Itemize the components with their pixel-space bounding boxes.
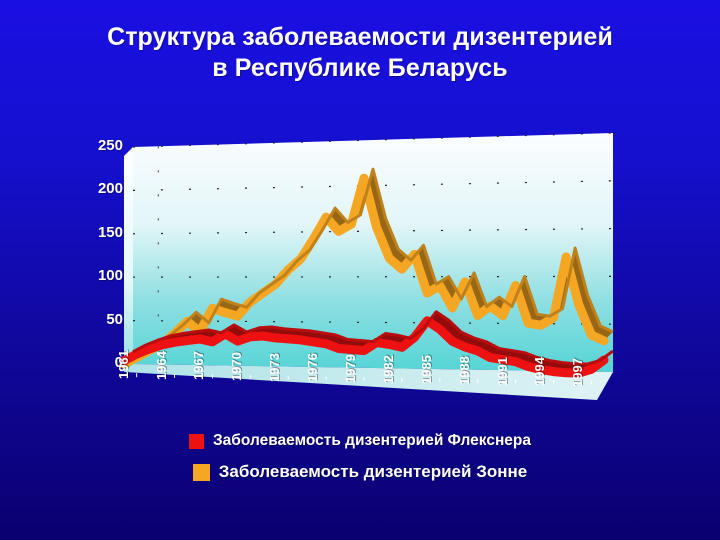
- chart-legend: Заболеваемость дизентерией Флекснера Заб…: [0, 432, 720, 494]
- x-axis-tick-label: 1961: [115, 350, 131, 380]
- legend-label-flexner: Заболеваемость дизентерией Флекснера: [212, 432, 532, 449]
- page-title: Структура заболеваемости дизентерией в Р…: [0, 22, 720, 84]
- x-axis-tick-label: 1982: [380, 354, 396, 384]
- legend-label-sonne: Заболеваемость дизентерией Зонне: [218, 462, 528, 481]
- x-axis-tick-label: 1994: [532, 357, 548, 387]
- y-axis-tick-label: 250: [97, 137, 123, 154]
- x-axis-tick-label: 1991: [494, 356, 510, 386]
- series-flexner: [119, 310, 614, 378]
- x-axis-tick-label: 1970: [229, 352, 245, 382]
- y-axis-tick-label: 200: [97, 180, 123, 198]
- y-axis-tick-label: 50: [106, 310, 123, 328]
- legend-swatch-sonne: [192, 463, 210, 481]
- y-axis-tick-label: 0: [114, 354, 123, 371]
- x-axis-tick-label: 1985: [418, 355, 434, 385]
- x-axis-tick-label: 1964: [153, 350, 169, 380]
- legend-item-flexner: Заболеваемость дизентерией Флекснера: [0, 432, 720, 450]
- y-axis-tick-label: 150: [97, 223, 123, 241]
- y-axis-tick-label: 100: [97, 267, 123, 285]
- series-line: [119, 316, 609, 378]
- x-axis-tick-label: 1988: [456, 355, 472, 385]
- chart-x-ticks: [136, 373, 592, 385]
- x-axis-tick-label: 1997: [570, 357, 586, 387]
- series-line: [119, 173, 609, 369]
- chart-series-layer: [119, 167, 614, 378]
- x-axis-tick-label: 1979: [343, 354, 358, 383]
- x-axis-tick-label: 1967: [191, 351, 207, 381]
- x-axis-tick-label: 1973: [267, 352, 283, 382]
- series-line-back-edge: [132, 167, 614, 357]
- series-line-back-edge: [132, 310, 614, 366]
- legend-swatch-flexner: [188, 433, 204, 449]
- x-axis-tick-label: 1976: [305, 353, 321, 383]
- series-sonne: [119, 167, 614, 369]
- plot-floor: [124, 364, 613, 400]
- title-line-2: в Республике Беларусь: [212, 54, 508, 82]
- title-line-1: Структура заболеваемости дизентерией: [107, 23, 613, 51]
- plot-left-wall: [124, 147, 133, 372]
- legend-item-sonne: Заболеваемость дизентерией Зонне: [0, 462, 720, 482]
